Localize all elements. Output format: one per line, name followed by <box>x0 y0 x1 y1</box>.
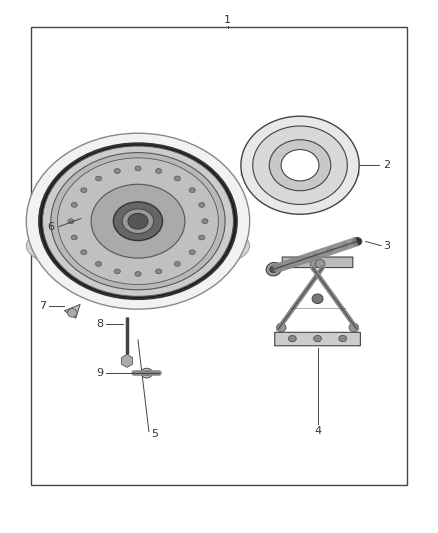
Ellipse shape <box>310 260 320 268</box>
Polygon shape <box>64 304 80 318</box>
Ellipse shape <box>352 238 362 245</box>
Ellipse shape <box>57 158 219 285</box>
Ellipse shape <box>155 269 162 274</box>
Text: 7: 7 <box>39 302 46 311</box>
Ellipse shape <box>39 143 237 299</box>
Ellipse shape <box>281 150 319 181</box>
Ellipse shape <box>91 184 185 258</box>
Ellipse shape <box>95 262 102 266</box>
Ellipse shape <box>198 235 205 240</box>
Ellipse shape <box>81 250 87 255</box>
Ellipse shape <box>51 152 225 290</box>
Ellipse shape <box>253 126 347 205</box>
Text: 1: 1 <box>224 15 231 25</box>
Text: 5: 5 <box>151 430 158 439</box>
Ellipse shape <box>71 235 78 240</box>
Ellipse shape <box>339 335 347 342</box>
Ellipse shape <box>266 262 281 276</box>
Ellipse shape <box>174 262 180 266</box>
Text: 2: 2 <box>383 160 390 170</box>
Ellipse shape <box>26 215 250 277</box>
Ellipse shape <box>312 294 323 303</box>
Ellipse shape <box>269 140 331 191</box>
Ellipse shape <box>189 188 195 192</box>
Ellipse shape <box>283 262 289 268</box>
Ellipse shape <box>189 250 195 255</box>
Ellipse shape <box>155 168 162 173</box>
Text: 3: 3 <box>383 241 390 251</box>
Bar <box>31 27 407 485</box>
Ellipse shape <box>276 323 286 332</box>
Ellipse shape <box>135 271 141 277</box>
Ellipse shape <box>174 176 180 181</box>
Ellipse shape <box>270 266 278 272</box>
Ellipse shape <box>114 168 120 173</box>
Ellipse shape <box>241 163 359 185</box>
Ellipse shape <box>81 188 87 192</box>
Ellipse shape <box>288 335 296 342</box>
Text: 8: 8 <box>96 319 103 328</box>
Text: 9: 9 <box>96 368 103 378</box>
Ellipse shape <box>349 323 359 332</box>
Ellipse shape <box>314 335 321 342</box>
Ellipse shape <box>298 257 304 263</box>
Ellipse shape <box>67 309 77 317</box>
Ellipse shape <box>327 248 333 253</box>
Ellipse shape <box>113 202 162 240</box>
FancyBboxPatch shape <box>282 257 353 268</box>
Ellipse shape <box>122 209 154 233</box>
Ellipse shape <box>26 133 250 309</box>
Ellipse shape <box>135 166 141 171</box>
Ellipse shape <box>71 203 78 207</box>
Ellipse shape <box>68 219 74 224</box>
Text: 4: 4 <box>314 426 321 437</box>
Text: 6: 6 <box>48 222 55 231</box>
FancyBboxPatch shape <box>275 332 360 346</box>
Ellipse shape <box>42 146 233 296</box>
Ellipse shape <box>315 260 325 268</box>
Ellipse shape <box>198 203 205 207</box>
Ellipse shape <box>114 269 120 274</box>
Ellipse shape <box>202 219 208 224</box>
Ellipse shape <box>312 253 318 258</box>
Ellipse shape <box>128 213 148 229</box>
Ellipse shape <box>342 243 347 248</box>
Ellipse shape <box>95 176 102 181</box>
Ellipse shape <box>141 368 152 378</box>
Ellipse shape <box>241 116 359 214</box>
Ellipse shape <box>144 370 150 376</box>
